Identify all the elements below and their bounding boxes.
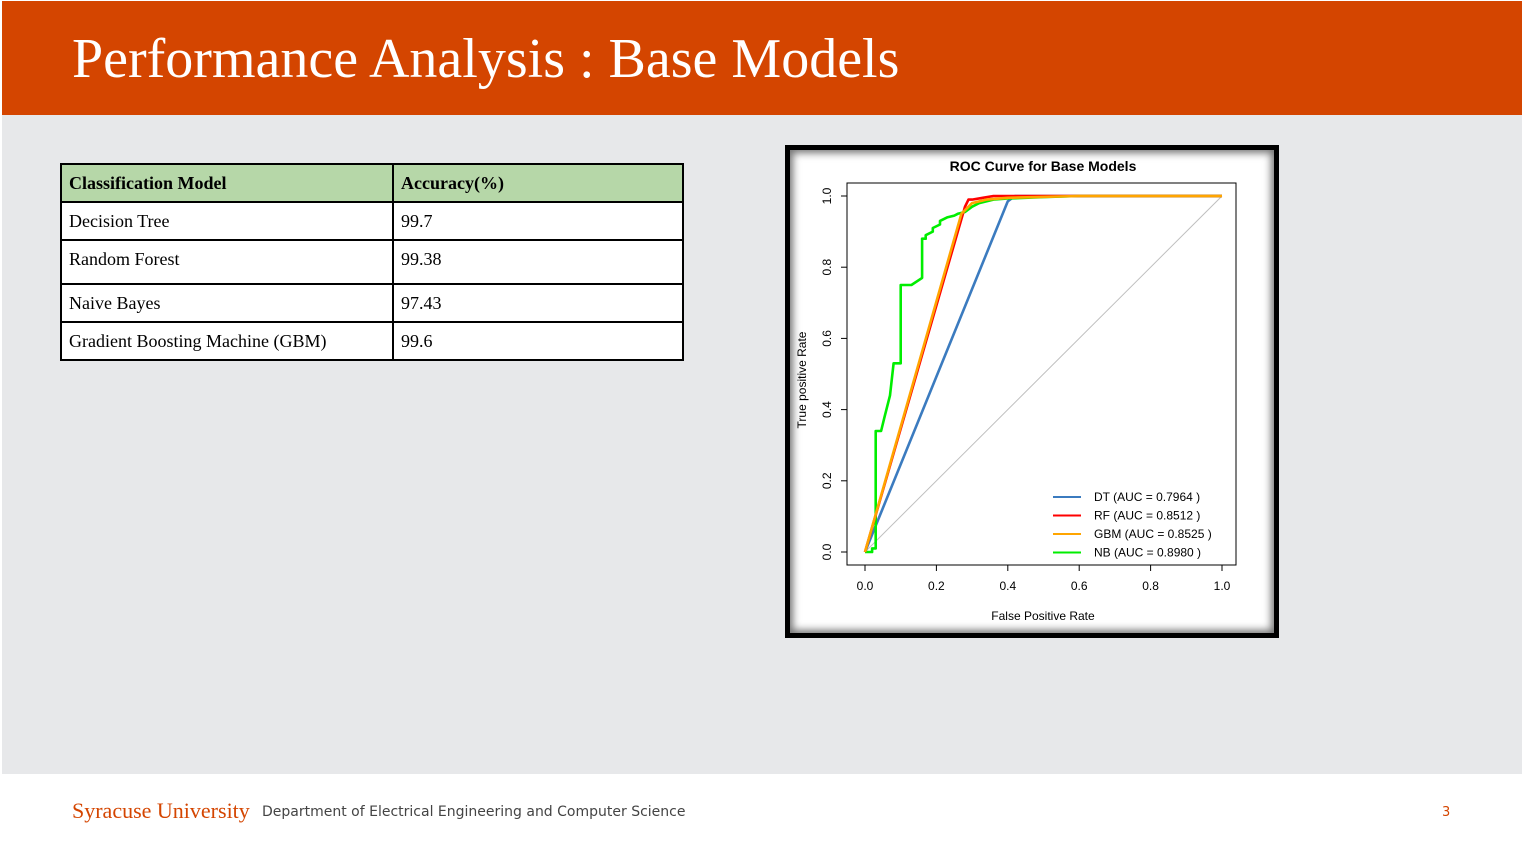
- x-tick-label: 0.2: [928, 579, 945, 593]
- chart-legend: DT (AUC = 0.7964 ) RF (AUC = 0.8512 ) GBM …: [1053, 490, 1212, 560]
- x-axis-label: False Positive Rate: [991, 609, 1095, 623]
- x-tick-label: 0.0: [857, 579, 874, 593]
- table-header-model: Classification Model: [60, 163, 394, 203]
- y-tick-label: 0.8: [820, 259, 834, 276]
- page-number: 3: [1442, 805, 1451, 820]
- legend-label: DT (AUC = 0.7964 ): [1094, 490, 1200, 504]
- y-tick-label: 0.4: [820, 401, 834, 418]
- roc-curve-2: [863, 194, 1222, 553]
- x-tick-label: 0.8: [1142, 579, 1159, 593]
- table-header-row: Classification Model Accuracy(%): [60, 163, 684, 203]
- model-name-cell: Naive Bayes: [60, 283, 394, 323]
- university-logo: Syracuse University: [72, 798, 250, 823]
- x-axis: 0.0 0.2 0.4 0.6 0.8 1.0: [857, 564, 1231, 593]
- y-tick-label: 0.6: [820, 330, 834, 347]
- model-name-cell: Decision Tree: [60, 201, 394, 241]
- x-tick-label: 0.4: [999, 579, 1016, 593]
- legend-label: NB (AUC = 0.8980 ): [1094, 546, 1201, 560]
- x-tick-label: 1.0: [1214, 579, 1231, 593]
- series-group: [863, 194, 1222, 554]
- legend-label: RF (AUC = 0.8512 ): [1094, 509, 1200, 523]
- y-tick-label: 0.0: [820, 543, 834, 560]
- y-axis-label: True positive Rate: [795, 331, 809, 428]
- table-row: Gradient Boosting Machine (GBM) 99.6: [60, 321, 684, 361]
- x-tick-label: 0.6: [1071, 579, 1088, 593]
- accuracy-table: Classification Model Accuracy(%) Decisio…: [60, 163, 684, 361]
- y-axis: 0.0 0.2 0.4 0.6 0.8 1.0: [820, 187, 848, 560]
- table-row: Naive Bayes 97.43: [60, 283, 684, 323]
- title-bar: Performance Analysis : Base Models: [2, 1, 1522, 115]
- roc-chart: ROC Curve for Base Models False Positive…: [795, 158, 1237, 623]
- legend-label: GBM (AUC = 0.8525 ): [1094, 527, 1212, 541]
- y-tick-label: 1.0: [820, 187, 834, 204]
- footer: Syracuse University Department of Electr…: [2, 774, 1522, 856]
- reference-diagonal: [864, 195, 1223, 553]
- department-name: Department of Electrical Engineering and…: [262, 804, 686, 820]
- accuracy-cell: 99.7: [392, 201, 684, 241]
- table-header-accuracy: Accuracy(%): [392, 163, 684, 203]
- accuracy-cell: 99.38: [392, 239, 684, 285]
- slide-title: Performance Analysis : Base Models: [72, 28, 900, 90]
- roc-curve-1: [863, 194, 1222, 553]
- model-name-cell: Gradient Boosting Machine (GBM): [60, 321, 394, 361]
- y-tick-label: 0.2: [820, 472, 834, 489]
- roc-chart-panel: ROC Curve for Base Models False Positive…: [790, 150, 1274, 633]
- accuracy-cell: 99.6: [392, 321, 684, 361]
- accuracy-cell: 97.43: [392, 283, 684, 323]
- model-name-cell: Random Forest: [60, 239, 394, 285]
- roc-chart-frame: ROC Curve for Base Models False Positive…: [785, 145, 1279, 638]
- table-row: Decision Tree 99.7: [60, 201, 684, 241]
- chart-title: ROC Curve for Base Models: [950, 158, 1137, 174]
- table-row: Random Forest 99.38: [60, 239, 684, 285]
